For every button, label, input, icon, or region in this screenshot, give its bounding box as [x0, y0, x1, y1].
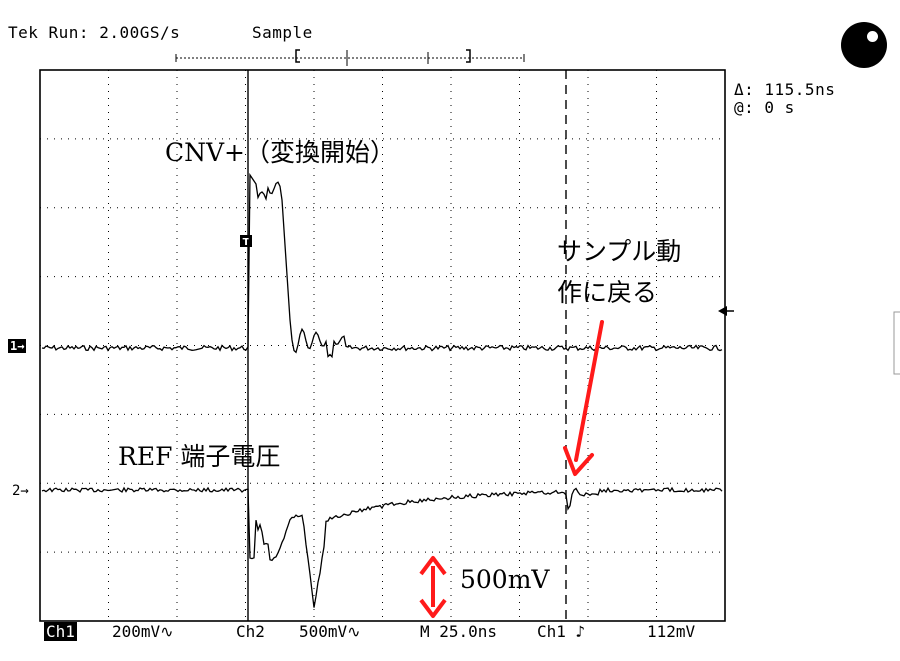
cursor-delta-readout: Δ: 115.5ns	[734, 80, 836, 99]
ref-voltage-annotation: REF 端子電圧	[118, 442, 281, 471]
sample-return-arrow	[563, 320, 604, 476]
acquisition-mode: Sample	[252, 23, 313, 42]
run-indicator-icon	[841, 22, 887, 68]
scale-annotation: 500mV	[460, 565, 550, 594]
timebase: M 25.0ns	[420, 622, 498, 641]
trigger-source: Ch1 ♪	[537, 622, 586, 641]
ch1-trace	[41, 172, 723, 359]
ch1-scale: 200mV∿	[112, 622, 174, 641]
ch1-label[interactable]: Ch1	[44, 622, 77, 641]
cursor-position-readout: @: 0 s	[734, 98, 795, 117]
ch2-label[interactable]: Ch2	[236, 622, 265, 641]
ch2-ground-marker[interactable]: 2→	[12, 483, 29, 499]
ch2-scale: 500mV∿	[299, 622, 361, 641]
side-panel-edge	[893, 311, 900, 375]
scale-double-arrow	[419, 556, 447, 618]
ch2-trace	[41, 486, 723, 608]
trigger-level-marker	[718, 306, 727, 316]
svg-text:T: T	[243, 237, 250, 248]
record-length-bar	[175, 49, 525, 66]
cnv-annotation: CNV+（変換開始）	[165, 138, 396, 167]
acquisition-status: Tek Run: 2.00GS/s	[8, 23, 181, 42]
ch1-ground-marker[interactable]: 1→	[8, 339, 27, 353]
sample-return-annotation-line2: 作に戻る	[557, 278, 658, 307]
trigger-level: 112mV	[647, 622, 696, 641]
graticule-grid	[40, 70, 725, 621]
sample-return-annotation-line1: サンプル動	[557, 237, 682, 266]
